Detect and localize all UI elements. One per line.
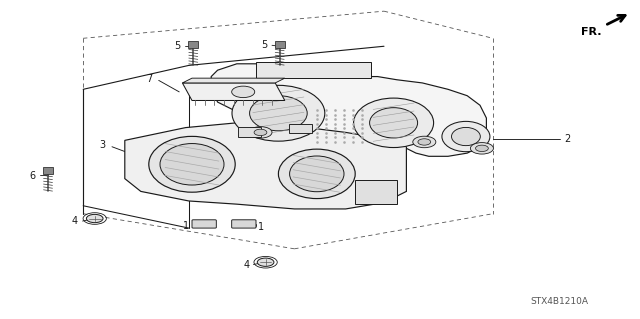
Polygon shape [182,83,285,100]
Ellipse shape [354,98,434,147]
Polygon shape [211,64,486,156]
Ellipse shape [278,149,355,198]
Circle shape [470,143,493,154]
Ellipse shape [370,108,418,138]
Circle shape [249,127,272,138]
Polygon shape [182,78,285,83]
FancyBboxPatch shape [256,62,371,78]
Ellipse shape [290,156,344,192]
Text: 3: 3 [99,140,106,150]
FancyBboxPatch shape [188,41,198,48]
Text: FR.: FR. [581,27,602,37]
FancyBboxPatch shape [43,167,53,174]
Ellipse shape [232,85,324,141]
Circle shape [254,129,267,136]
Ellipse shape [149,137,236,192]
FancyBboxPatch shape [275,41,285,48]
Circle shape [257,258,274,266]
Text: 2: 2 [564,134,571,144]
FancyBboxPatch shape [232,220,256,228]
Ellipse shape [452,128,480,146]
FancyBboxPatch shape [238,127,261,137]
Polygon shape [125,123,406,209]
Circle shape [418,139,431,145]
Text: 5: 5 [174,41,180,51]
Text: 1: 1 [258,222,264,232]
Circle shape [476,145,488,152]
Circle shape [232,86,255,98]
Text: 1: 1 [182,220,189,231]
FancyBboxPatch shape [192,220,216,228]
FancyBboxPatch shape [289,124,312,133]
Text: 4: 4 [243,260,250,271]
Ellipse shape [160,144,224,185]
Ellipse shape [250,96,307,131]
Circle shape [413,136,436,148]
Text: 7: 7 [146,74,152,84]
Circle shape [86,214,103,223]
Text: 6: 6 [29,171,35,181]
Text: STX4B1210A: STX4B1210A [531,297,589,306]
Ellipse shape [442,122,490,152]
Text: 4: 4 [72,216,78,226]
FancyBboxPatch shape [355,180,397,204]
Text: 5: 5 [261,40,268,50]
